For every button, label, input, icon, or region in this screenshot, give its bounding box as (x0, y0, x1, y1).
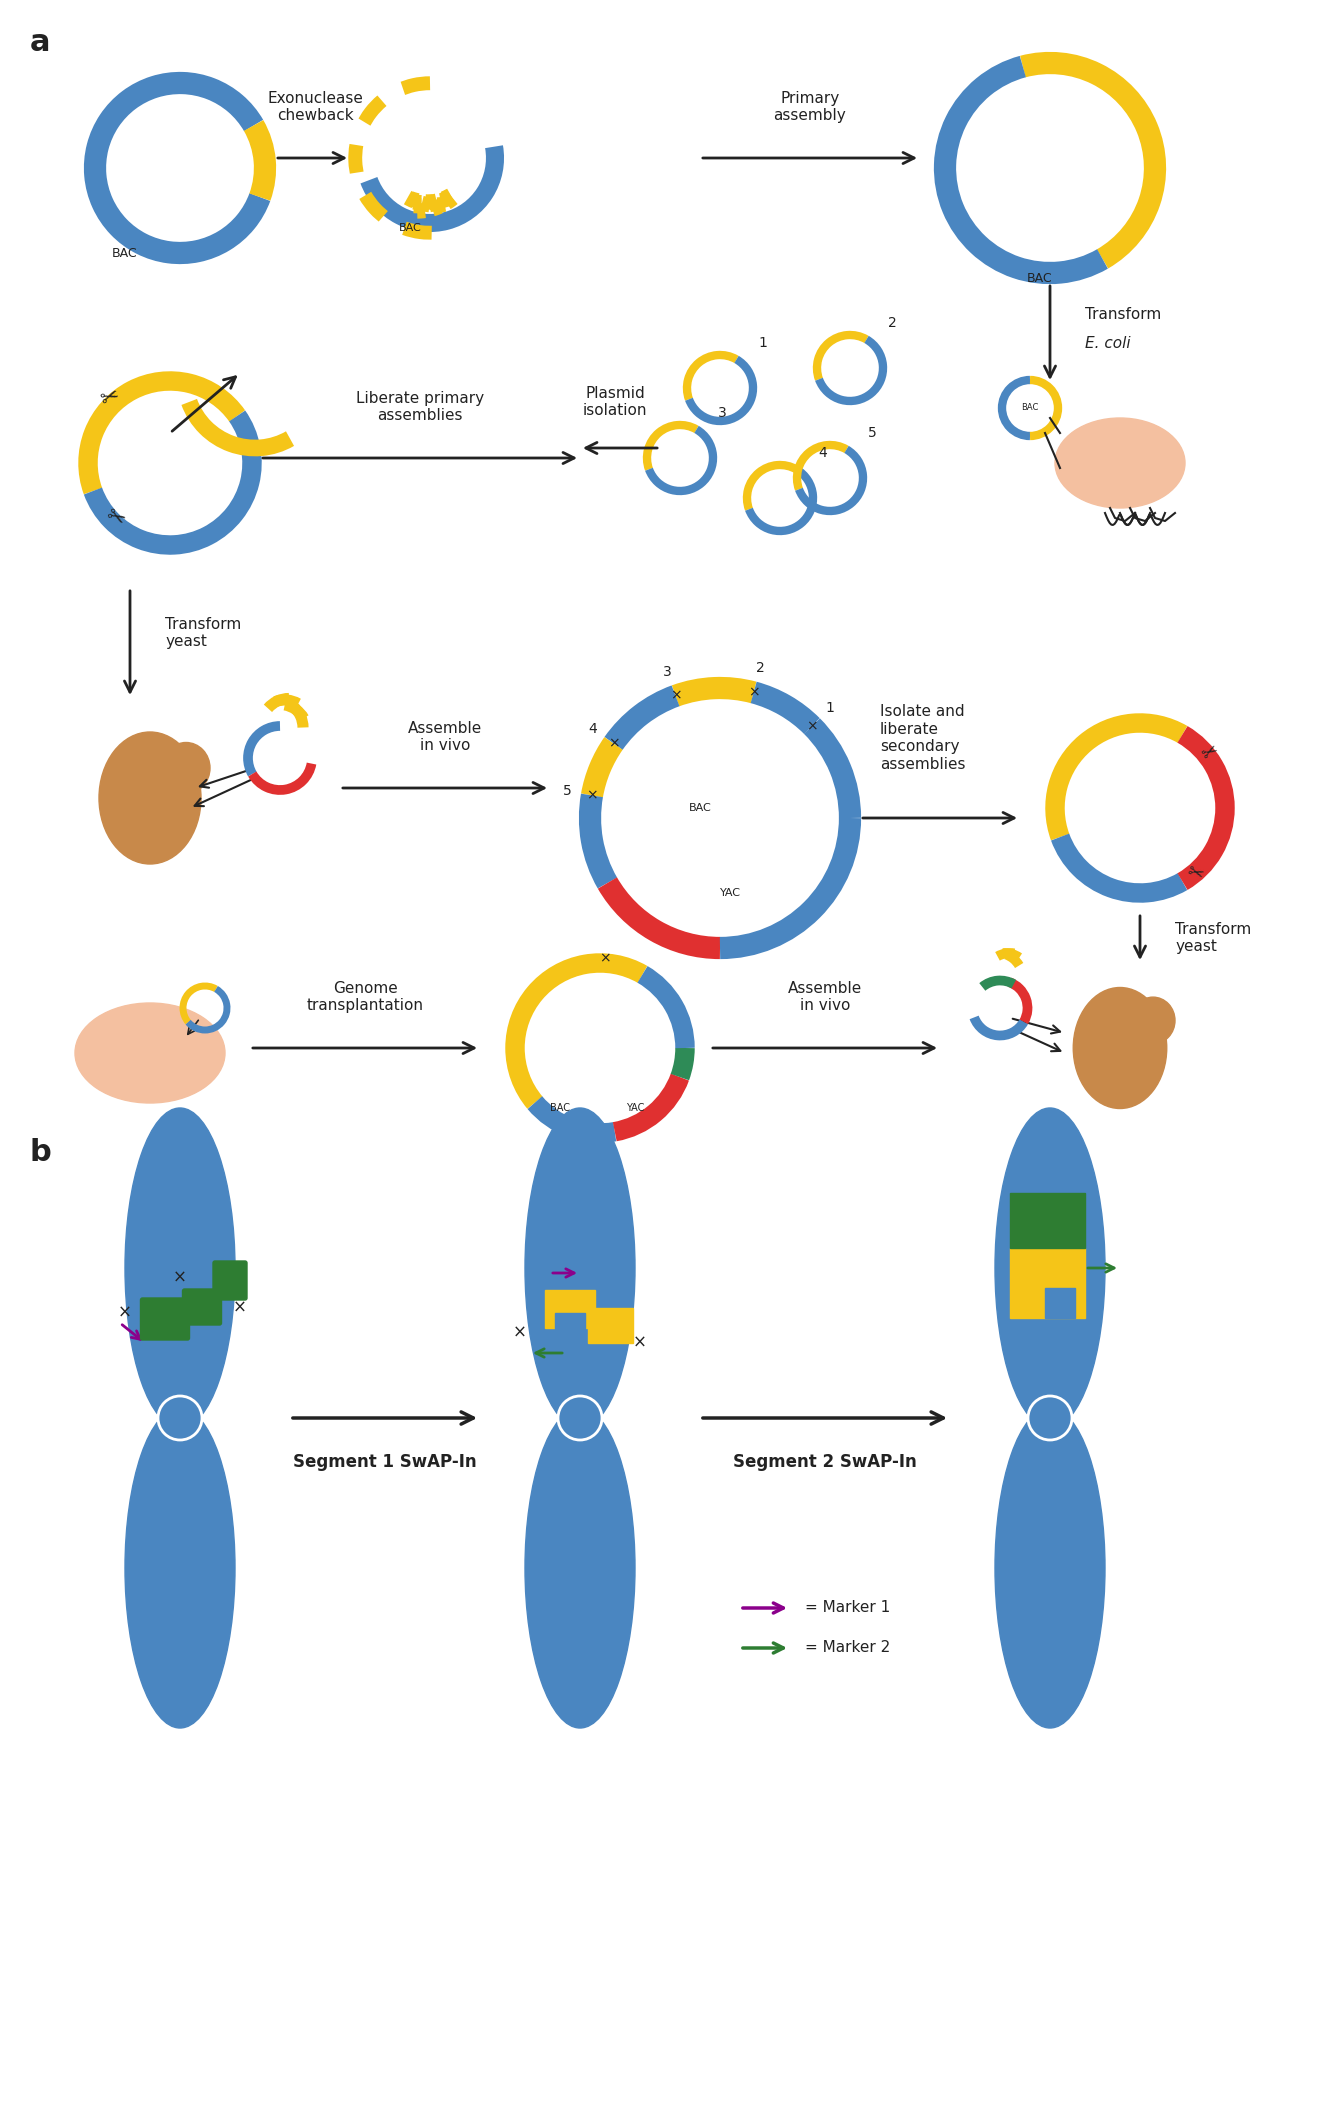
Text: ×: × (513, 1324, 526, 1343)
Text: 4: 4 (819, 447, 827, 460)
Ellipse shape (125, 1108, 235, 1428)
Text: 1: 1 (825, 701, 835, 716)
Text: BAC: BAC (550, 1103, 570, 1112)
Text: Genome
transplantation: Genome transplantation (307, 981, 424, 1012)
Text: 2: 2 (888, 316, 897, 330)
Text: ×: × (586, 788, 598, 803)
Ellipse shape (525, 1108, 635, 1428)
Text: Transform
yeast: Transform yeast (1175, 921, 1251, 955)
Text: BAC: BAC (1027, 271, 1053, 284)
Text: Segment 1 SwAP-In: Segment 1 SwAP-In (294, 1453, 477, 1472)
Ellipse shape (125, 1408, 235, 1728)
Text: 5: 5 (868, 426, 877, 441)
FancyBboxPatch shape (182, 1290, 222, 1326)
Text: Assemble
in vivo: Assemble in vivo (788, 981, 863, 1012)
Text: a: a (31, 28, 51, 57)
FancyBboxPatch shape (141, 1298, 190, 1341)
Ellipse shape (995, 1108, 1104, 1428)
Ellipse shape (98, 733, 201, 864)
Text: 4: 4 (589, 722, 598, 737)
Bar (587, 1309, 633, 1343)
Text: E. coli: E. coli (1084, 335, 1131, 349)
Text: ×: × (670, 688, 682, 703)
Ellipse shape (1074, 987, 1167, 1108)
Text: ×: × (233, 1298, 247, 1317)
Text: Exonuclease
chewback: Exonuclease chewback (267, 91, 363, 123)
Ellipse shape (162, 743, 210, 794)
Text: Plasmid
isolation: Plasmid isolation (582, 385, 647, 417)
Ellipse shape (1055, 417, 1185, 508)
Text: b: b (31, 1137, 52, 1167)
Text: ×: × (173, 1269, 187, 1288)
Text: ×: × (607, 737, 619, 750)
Text: BAC: BAC (112, 246, 138, 261)
Ellipse shape (995, 1408, 1104, 1728)
Bar (1010, 1248, 1084, 1317)
Text: YAC: YAC (626, 1103, 645, 1112)
Text: ✂: ✂ (1199, 741, 1221, 765)
Ellipse shape (74, 1004, 225, 1103)
Bar (545, 1290, 595, 1328)
Text: 1: 1 (758, 337, 767, 349)
Ellipse shape (1131, 998, 1175, 1044)
Text: Transform: Transform (1084, 307, 1162, 339)
Text: Isolate and
liberate
secondary
assemblies: Isolate and liberate secondary assemblie… (880, 705, 965, 771)
Text: YAC: YAC (719, 887, 740, 898)
Text: ×: × (748, 686, 759, 699)
Bar (1045, 1288, 1075, 1317)
Text: ✂: ✂ (1184, 862, 1205, 885)
Bar (1010, 1192, 1084, 1248)
Text: 3: 3 (663, 665, 671, 680)
Text: ✂: ✂ (98, 385, 122, 411)
Ellipse shape (525, 1408, 635, 1728)
Text: 3: 3 (718, 407, 727, 419)
FancyBboxPatch shape (213, 1260, 247, 1300)
Text: 5: 5 (563, 784, 571, 798)
Text: = Marker 2: = Marker 2 (805, 1641, 890, 1656)
Circle shape (1029, 1396, 1073, 1440)
Text: Transform
yeast: Transform yeast (165, 616, 242, 650)
Text: Liberate primary
assemblies: Liberate primary assemblies (356, 390, 484, 424)
Text: ×: × (633, 1334, 647, 1351)
Text: ✂: ✂ (102, 504, 128, 532)
Bar (556, 1313, 585, 1332)
Text: = Marker 1: = Marker 1 (805, 1601, 890, 1616)
Circle shape (558, 1396, 602, 1440)
Text: BAC: BAC (688, 803, 711, 813)
Text: Segment 2 SwAP-In: Segment 2 SwAP-In (734, 1453, 917, 1472)
Text: Primary
assembly: Primary assembly (773, 91, 847, 123)
Text: 2: 2 (756, 661, 764, 676)
Text: ×: × (118, 1305, 132, 1322)
Text: Assemble
in vivo: Assemble in vivo (408, 720, 482, 754)
Text: BAC: BAC (399, 222, 421, 233)
Text: ×: × (599, 951, 611, 966)
Circle shape (158, 1396, 202, 1440)
Text: BAC: BAC (1021, 405, 1039, 413)
Text: ×: × (807, 720, 817, 733)
